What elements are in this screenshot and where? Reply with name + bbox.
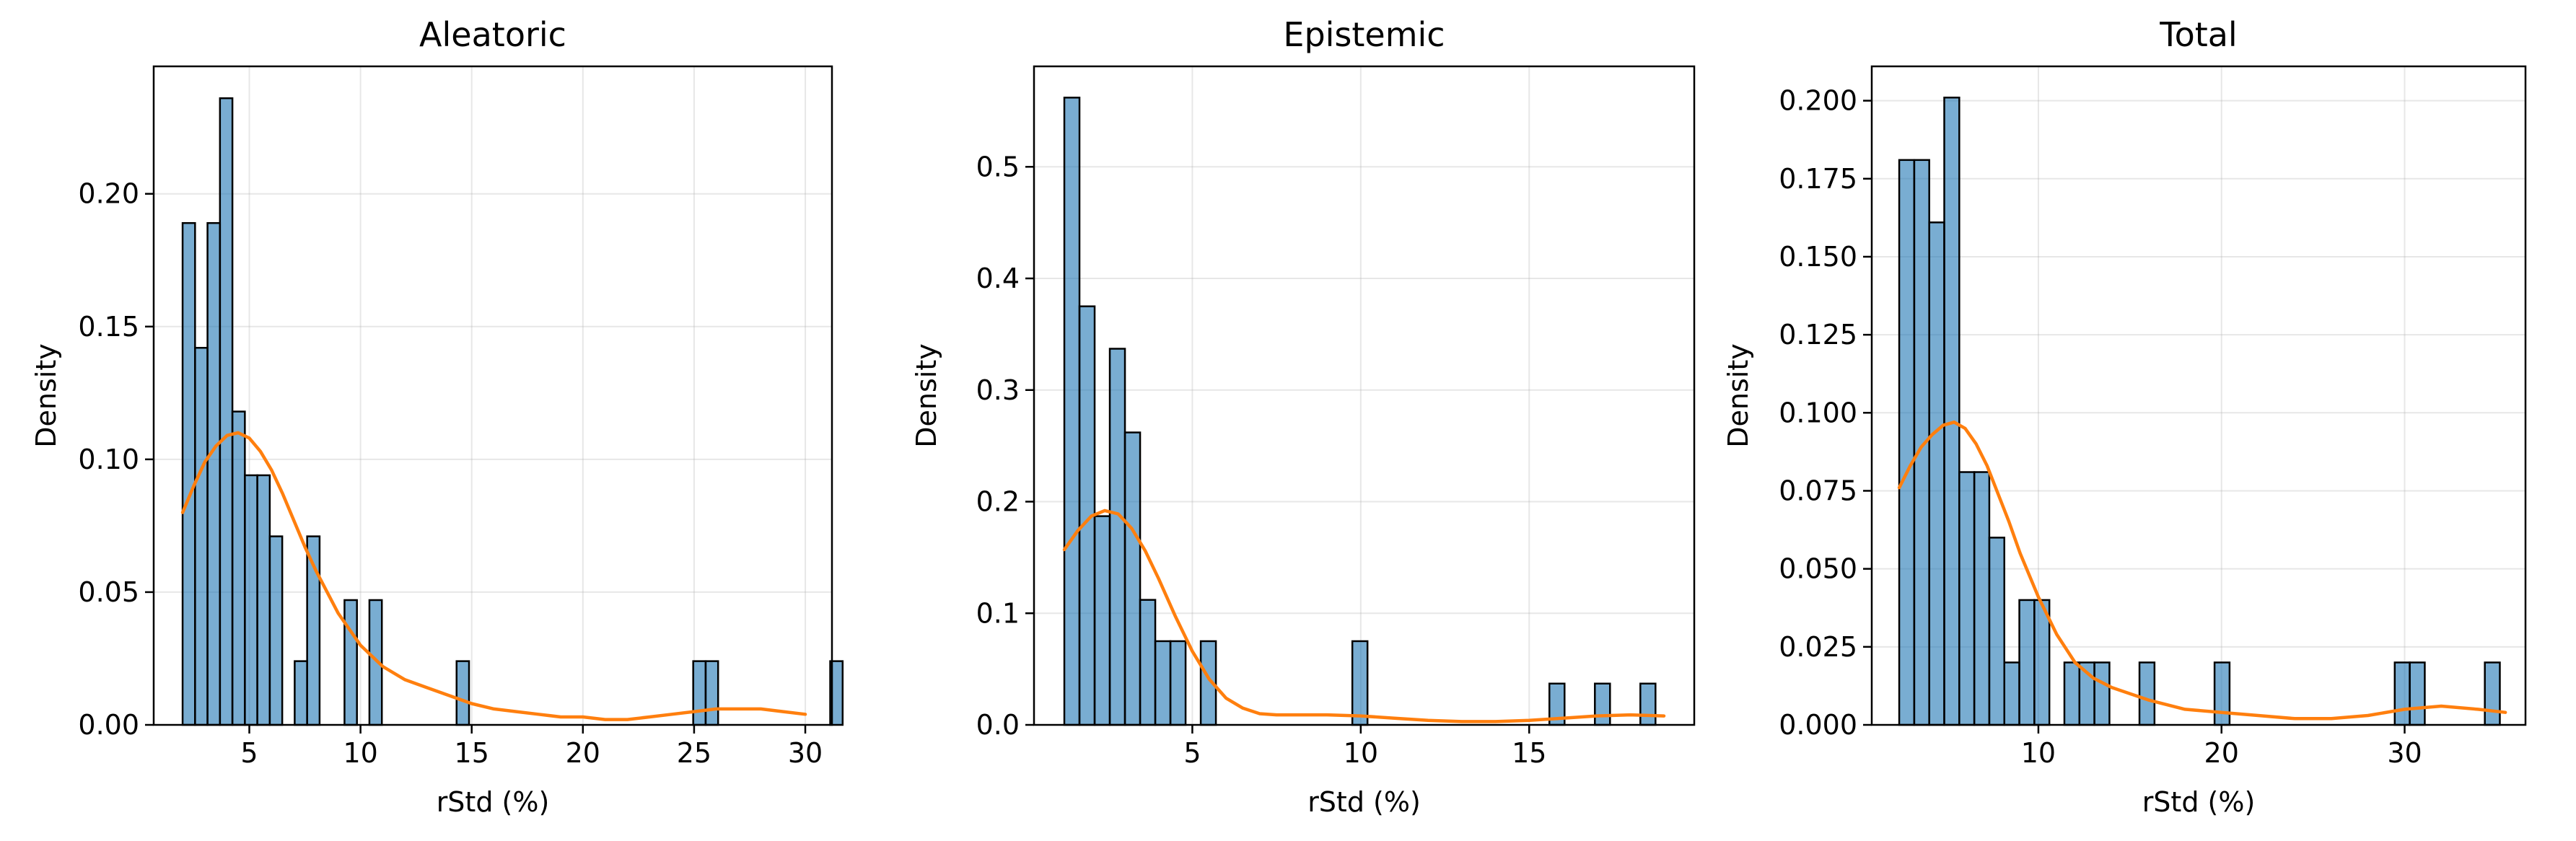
y-tick-label: 0.025 (1779, 631, 1857, 663)
y-tick-label: 0.175 (1779, 163, 1857, 195)
histogram-bar (2018, 599, 2036, 726)
chart-panel-total: 10 20 30 0.000 0.025 0.050 0.075 0.100 0.125 0.15… (1722, 15, 2527, 818)
chart-panel-epistemic: 5 10 15 0.0 0.1 0.2 0.3 0.4 0.5 Epistemic rStd (%)… (911, 15, 1696, 818)
y-tick-label: 0.00 (78, 709, 139, 741)
x-tick-label: 10 (343, 737, 377, 769)
y-tick-label: 0.050 (1779, 553, 1857, 585)
y-tick-label: 0.5 (976, 151, 1020, 182)
y-axis-label: Density (1722, 343, 1754, 447)
histogram-bar (206, 221, 222, 726)
x-tick-label: 25 (677, 737, 711, 769)
y-tick-label: 0.10 (78, 444, 139, 475)
histogram-bar (1123, 431, 1142, 726)
x-axis-label: rStd (%) (2142, 786, 2256, 818)
histogram-bar (194, 346, 209, 726)
x-tick-label: 15 (1512, 737, 1546, 769)
x-tick-label: 10 (1344, 737, 1378, 769)
x-tick-label: 30 (788, 737, 823, 769)
histogram-bar (2393, 661, 2411, 726)
y-tick-label: 0.150 (1779, 241, 1857, 273)
histogram-bar (231, 410, 246, 726)
axes-frame (1870, 65, 2527, 726)
histogram-bar (704, 660, 719, 726)
histogram-bar (256, 474, 271, 726)
kde-line (1897, 420, 2507, 721)
histogram-bar (1093, 515, 1111, 726)
x-tick-label: 10 (2021, 737, 2056, 769)
histogram-bar (1139, 599, 1157, 726)
histogram-bar (343, 599, 358, 726)
histogram-bar (181, 221, 196, 726)
y-tick-label: 0.2 (976, 486, 1020, 518)
x-tick-label: 5 (1183, 737, 1201, 769)
x-axis-label: rStd (%) (437, 786, 550, 818)
y-tick-label: 0.200 (1779, 85, 1857, 117)
histogram-bar (1973, 471, 1991, 726)
x-tick-label: 15 (455, 737, 489, 769)
histogram-bar (1594, 682, 1611, 726)
y-tick-label: 0.20 (78, 178, 139, 210)
kde-line (180, 431, 807, 721)
chart-title-total: Total (2159, 15, 2237, 54)
histogram-bar (2409, 661, 2426, 726)
histogram-bar (2093, 661, 2111, 726)
x-tick-label: 5 (240, 737, 258, 769)
chart-title-aleatoric: Aleatoric (419, 15, 566, 54)
y-tick-label: 0.075 (1779, 475, 1857, 506)
y-tick-label: 0.000 (1779, 709, 1857, 741)
histogram-bar (2033, 599, 2051, 726)
y-tick-label: 0.1 (976, 597, 1020, 629)
histogram-bar (692, 660, 707, 726)
kde-line (1062, 508, 1666, 723)
histogram-bar (1154, 640, 1172, 726)
histogram-bar (1108, 348, 1126, 726)
histogram-bar (219, 97, 234, 726)
y-tick-label: 0.4 (976, 263, 1020, 294)
histogram-bar (2138, 661, 2156, 726)
histogram-bar (1988, 537, 2005, 726)
x-tick-label: 30 (2387, 737, 2422, 769)
y-tick-label: 0.3 (976, 374, 1020, 406)
chart-title-epistemic: Epistemic (1283, 15, 1445, 54)
histogram-bar (829, 660, 844, 726)
histogram-bar (1351, 640, 1369, 726)
histogram-bar (294, 660, 308, 726)
histogram-bar (2484, 661, 2501, 726)
axes-frame (152, 65, 833, 726)
y-tick-label: 0.100 (1779, 397, 1857, 428)
histogram-bar (455, 660, 470, 726)
y-axis-label: Density (911, 343, 942, 447)
histogram-bar (1928, 221, 1945, 726)
x-tick-label: 20 (2204, 737, 2239, 769)
y-tick-label: 0.05 (78, 576, 139, 608)
y-axis-label: Density (30, 343, 62, 447)
x-axis-label: rStd (%) (1307, 786, 1421, 818)
histogram-bar (1169, 640, 1187, 726)
y-tick-label: 0.125 (1779, 319, 1857, 351)
axes-frame (1033, 65, 1696, 726)
histogram-bar (268, 535, 284, 726)
histogram-bar (2003, 661, 2020, 726)
histogram-bar (2063, 661, 2081, 726)
histogram-bar (1063, 97, 1081, 726)
x-tick-label: 20 (566, 737, 600, 769)
histogram-bar (1943, 97, 1961, 726)
chart-panel-aleatoric: 5 10 15 20 25 30 0.00 0.05 0.10 0.15 0.20 Aleatoric… (30, 15, 844, 818)
histogram-bar (1958, 471, 1976, 726)
y-tick-label: 0.0 (976, 709, 1020, 741)
histogram-bar (2213, 661, 2231, 726)
histogram-bar (244, 474, 258, 726)
histogram-bar (1639, 682, 1657, 726)
histogram-bar (1898, 159, 1916, 726)
y-tick-label: 0.15 (78, 311, 139, 343)
